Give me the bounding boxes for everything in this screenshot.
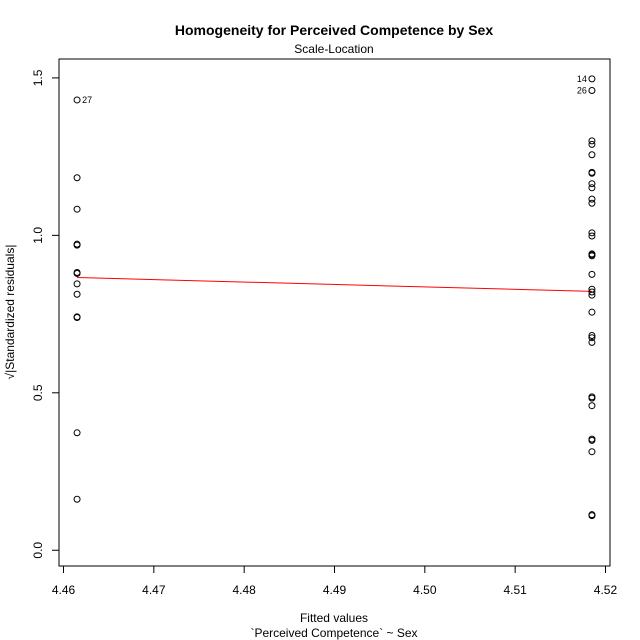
data-point xyxy=(588,331,596,339)
data-point xyxy=(588,288,596,296)
smooth-line-layer xyxy=(77,277,592,292)
x-tick-label: 4.51 xyxy=(503,583,527,597)
data-point xyxy=(588,308,596,316)
data-point xyxy=(588,137,596,145)
data-point xyxy=(588,402,596,410)
y-tick-label: 1.0 xyxy=(31,227,45,244)
data-point xyxy=(73,174,81,182)
data-point xyxy=(73,290,81,298)
data-point xyxy=(588,334,596,342)
y-tick-label: 0.0 xyxy=(31,542,45,559)
data-point xyxy=(73,269,81,277)
data-point xyxy=(588,184,596,192)
data-point xyxy=(588,512,596,520)
plot-frame xyxy=(58,58,611,567)
smooth-line xyxy=(77,277,592,292)
x-axis-sublabel: `Perceived Competence` ~ Sex xyxy=(250,626,417,640)
data-point xyxy=(73,280,81,288)
y-axis-label: √|Standardized residuals| xyxy=(3,245,17,380)
data-point xyxy=(588,448,596,456)
data-point xyxy=(73,241,81,249)
data-point xyxy=(73,495,81,503)
x-tick-label: 4.46 xyxy=(52,583,76,597)
point-label: 14 xyxy=(577,74,587,84)
data-point xyxy=(588,270,596,278)
data-point xyxy=(73,205,81,213)
data-point xyxy=(588,140,596,148)
points-layer xyxy=(73,75,596,520)
data-point xyxy=(588,180,596,188)
data-point xyxy=(588,252,596,260)
data-point xyxy=(588,232,596,240)
x-tick-label: 4.47 xyxy=(142,583,166,597)
chart-subtitle: Scale-Location xyxy=(294,42,373,56)
point-label: 27 xyxy=(82,95,92,105)
data-point xyxy=(588,436,596,444)
chart-title: Homogeneity for Perceived Competence by … xyxy=(175,22,493,38)
data-point xyxy=(73,314,81,322)
data-point xyxy=(588,394,596,402)
x-tick-label: 4.50 xyxy=(413,583,437,597)
x-axis-label: Fitted values xyxy=(300,611,368,625)
data-point xyxy=(588,75,596,83)
point-label: 26 xyxy=(577,85,587,95)
data-point xyxy=(588,169,596,177)
data-point xyxy=(588,338,596,346)
x-tick-label: 4.52 xyxy=(594,583,618,597)
data-point xyxy=(73,96,81,104)
data-point xyxy=(73,429,81,437)
y-tick-label: 0.5 xyxy=(31,384,45,401)
data-point xyxy=(588,151,596,159)
x-axis: 4.46 4.47 4.48 4.49 4.50 4.51 4.52 xyxy=(52,565,618,597)
data-point xyxy=(588,195,596,203)
data-point xyxy=(588,229,596,237)
data-point xyxy=(588,86,596,94)
y-axis: 0.0 0.5 1.0 1.5 xyxy=(31,69,60,559)
x-tick-label: 4.49 xyxy=(323,583,347,597)
x-tick-label: 4.48 xyxy=(232,583,256,597)
data-point xyxy=(588,199,596,207)
data-point xyxy=(588,291,596,299)
y-tick-label: 1.5 xyxy=(31,69,45,86)
